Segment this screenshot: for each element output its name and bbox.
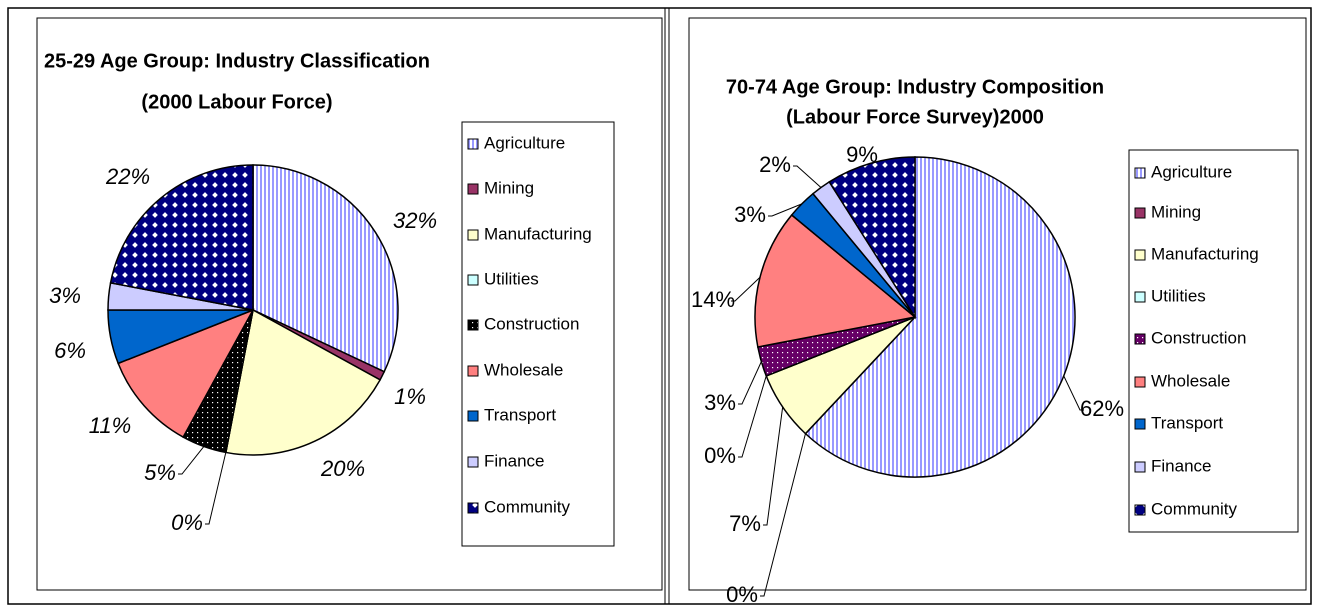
data-label: 14% — [691, 287, 735, 312]
data-label: 9% — [846, 142, 878, 167]
legend-swatch — [467, 502, 479, 514]
chart-title: 70-74 Age Group: Industry Composition — [726, 76, 1104, 98]
legend-label: Construction — [1151, 328, 1246, 347]
data-label: 6% — [54, 338, 86, 363]
legend-swatch — [467, 365, 479, 377]
legend-label: Agriculture — [484, 133, 565, 152]
chart-area — [688, 17, 1307, 591]
legend-label: Mining — [484, 178, 534, 197]
legend-swatch — [1134, 418, 1146, 430]
legend-label: Construction — [484, 314, 579, 333]
data-label: 7% — [729, 511, 761, 536]
legend-label: Community — [484, 497, 570, 516]
legend-swatch — [1134, 291, 1146, 303]
data-label: 3% — [49, 283, 81, 308]
legend-label: Utilities — [1151, 286, 1206, 305]
legend-swatch — [467, 456, 479, 468]
data-label: 1% — [394, 384, 426, 409]
legend-label: Mining — [1151, 202, 1201, 221]
legend-swatch — [467, 274, 479, 286]
frame — [7, 7, 1312, 605]
leader-line — [768, 203, 803, 217]
data-label: 22% — [105, 164, 150, 189]
legend-swatch — [1134, 249, 1146, 261]
data-label: 0% — [704, 443, 736, 468]
legend-swatch — [467, 138, 479, 150]
leader-line — [760, 433, 806, 597]
legend-label: Manufacturing — [1151, 244, 1259, 263]
legend-swatch — [467, 319, 479, 331]
pie-slice — [754, 213, 917, 348]
data-label: 3% — [734, 202, 766, 227]
legend-swatch — [1134, 504, 1146, 516]
leader-line — [178, 446, 205, 475]
legend-label: Utilities — [484, 269, 539, 288]
data-label: 5% — [144, 460, 176, 485]
legend-label: Transport — [1151, 413, 1223, 432]
data-label: 0% — [171, 510, 203, 535]
data-label: 32% — [393, 208, 437, 233]
legend-label: Transport — [484, 405, 556, 424]
leader-line — [738, 361, 762, 405]
chart-title: 25-29 Age Group: Industry Classification — [44, 50, 430, 72]
leader-line — [205, 452, 227, 525]
leader-line — [763, 406, 784, 526]
chart-area — [36, 17, 663, 591]
chart-title: (2000 Labour Force) — [141, 91, 332, 113]
data-label: 62% — [1080, 396, 1124, 421]
legend-swatch — [467, 229, 479, 241]
legend-swatch — [1134, 376, 1146, 388]
leader-line — [738, 375, 767, 458]
legend-label: Wholesale — [484, 360, 563, 379]
leader-line — [1063, 375, 1084, 411]
pie-slice — [828, 156, 916, 320]
data-label: 20% — [320, 456, 365, 481]
legend-label: Community — [1151, 499, 1237, 518]
pie-slice — [109, 164, 254, 311]
legend-label: Agriculture — [1151, 162, 1232, 181]
pie-slice — [252, 164, 399, 373]
data-label: 0% — [726, 582, 758, 605]
legend-label: Finance — [484, 451, 544, 470]
legend-swatch — [467, 183, 479, 195]
legend-label: Wholesale — [1151, 371, 1230, 390]
legend-label: Manufacturing — [484, 224, 592, 243]
leader-line — [793, 165, 822, 188]
legend-swatch — [1134, 207, 1146, 219]
chart-title: (Labour Force Survey)2000 — [786, 106, 1044, 128]
legend-swatch — [1134, 461, 1146, 473]
legend — [1128, 149, 1299, 533]
data-label: 3% — [704, 390, 736, 415]
data-label: 11% — [89, 413, 131, 438]
legend-label: Finance — [1151, 456, 1211, 475]
pie-slice — [224, 308, 382, 456]
legend-swatch — [1134, 333, 1146, 345]
legend-swatch — [1134, 167, 1146, 179]
pie-slice — [117, 308, 255, 439]
legend-swatch — [467, 410, 479, 422]
data-label: 2% — [759, 152, 791, 177]
leader-line — [731, 276, 761, 302]
pie-slice — [804, 156, 1076, 478]
legend — [461, 121, 615, 547]
